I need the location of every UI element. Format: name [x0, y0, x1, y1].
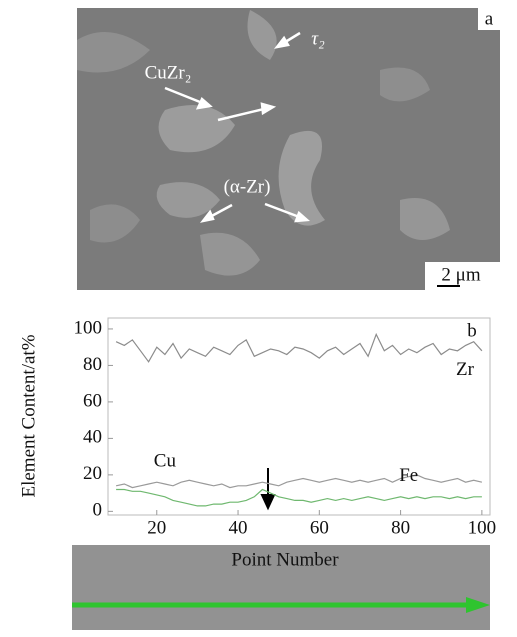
pointer-arrow	[260, 468, 276, 511]
data-line	[115, 474, 483, 489]
plot-frame	[107, 317, 491, 516]
x-tick-label: 20	[147, 517, 166, 538]
y-tick-label: 40	[83, 427, 102, 448]
x-axis-label: Point Number	[231, 549, 339, 570]
phase-label: CuZr₂	[145, 62, 192, 83]
panel-label: b	[467, 320, 477, 341]
phase-label: (α-Zr)	[224, 176, 271, 197]
y-tick-label: 60	[83, 390, 102, 411]
x-tick-label: 60	[310, 517, 329, 538]
scan-strip	[72, 545, 490, 630]
x-tick-label: 40	[229, 517, 248, 538]
x-tick-label: 100	[468, 517, 497, 538]
series-label: Fe	[399, 465, 418, 486]
panel-label: a	[485, 8, 494, 29]
x-tick-label: 80	[391, 517, 410, 538]
data-line	[116, 488, 482, 507]
y-tick-label: 80	[83, 354, 102, 375]
data-line	[115, 332, 483, 363]
y-tick-label: 0	[93, 500, 103, 521]
micrograph: a 2 μm CuZr₂ τ₂ (α-Zr)	[77, 8, 500, 290]
series-label: Cu	[154, 450, 177, 471]
scale-bar-label: 2 μm	[441, 264, 480, 285]
y-axis-label: Element Content/at%	[18, 334, 39, 497]
y-tick-label: 20	[83, 463, 102, 484]
series-label: Zr	[456, 359, 475, 380]
phase-label: τ₂	[311, 28, 325, 49]
y-tick-label: 100	[74, 317, 103, 338]
